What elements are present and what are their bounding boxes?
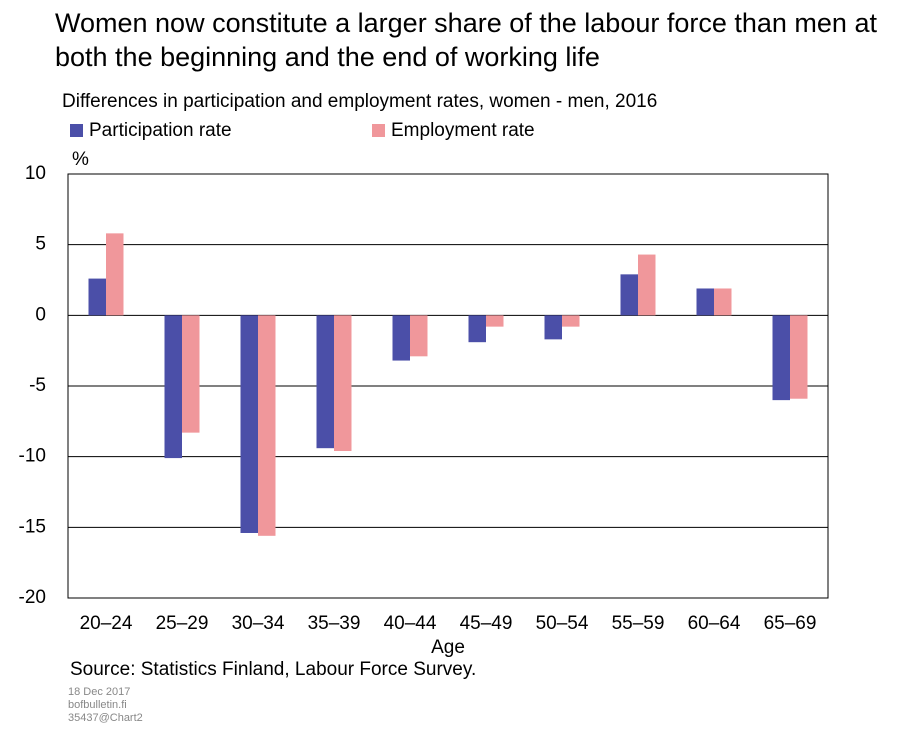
y-tick-label: 10 [25, 163, 46, 184]
bar [696, 288, 714, 316]
y-tick-label: -10 [19, 446, 46, 467]
bar [258, 315, 276, 536]
x-tick-label: 60–64 [688, 613, 741, 634]
bar [620, 274, 638, 316]
y-tick-label: 5 [35, 234, 46, 255]
y-tick-label: 0 [35, 304, 46, 325]
bar [714, 288, 732, 316]
y-tick-label: -20 [19, 587, 46, 608]
bar [392, 315, 410, 361]
source: Source: Statistics Finland, Labour Force… [70, 659, 476, 680]
legend-label: Participation rate [89, 120, 232, 141]
x-tick-label: 30–34 [232, 613, 285, 634]
bar [410, 315, 428, 357]
legend-swatch [372, 124, 385, 137]
bar [88, 278, 106, 316]
plot-frame [67, 173, 829, 599]
y-tick-label: -15 [19, 516, 46, 537]
x-axis-label: Age [431, 637, 465, 658]
x-tick-label: 40–44 [384, 613, 437, 634]
x-tick-label: 35–39 [308, 613, 361, 634]
legend-label: Employment rate [391, 120, 535, 141]
bar [316, 315, 334, 449]
x-tick-label: 65–69 [764, 613, 817, 634]
x-tick-label: 50–54 [536, 613, 589, 634]
bar [638, 254, 656, 316]
y-tick-label: -5 [29, 375, 46, 396]
x-tick-label: 20–24 [80, 613, 133, 634]
bar [562, 315, 580, 327]
footer-site: bofbulletin.fi [68, 699, 127, 711]
x-tick-label: 25–29 [156, 613, 209, 634]
bar [544, 315, 562, 340]
bar [182, 315, 200, 433]
footer-id: 35437@Chart2 [68, 712, 143, 724]
bar [468, 315, 486, 343]
x-tick-label: 55–59 [612, 613, 665, 634]
bar [240, 315, 258, 533]
subtitle: Differences in participation and employm… [62, 91, 657, 112]
chart-title: Women now constitute a larger share of t… [55, 8, 877, 72]
bar [790, 315, 808, 399]
bar [772, 315, 790, 401]
bar [106, 233, 124, 316]
x-tick-label: 45–49 [460, 613, 513, 634]
bar [164, 315, 182, 459]
legend-swatch [70, 124, 83, 137]
bar [486, 315, 504, 327]
bar [334, 315, 352, 452]
y-unit: % [72, 149, 89, 170]
footer-date: 18 Dec 2017 [68, 686, 130, 698]
